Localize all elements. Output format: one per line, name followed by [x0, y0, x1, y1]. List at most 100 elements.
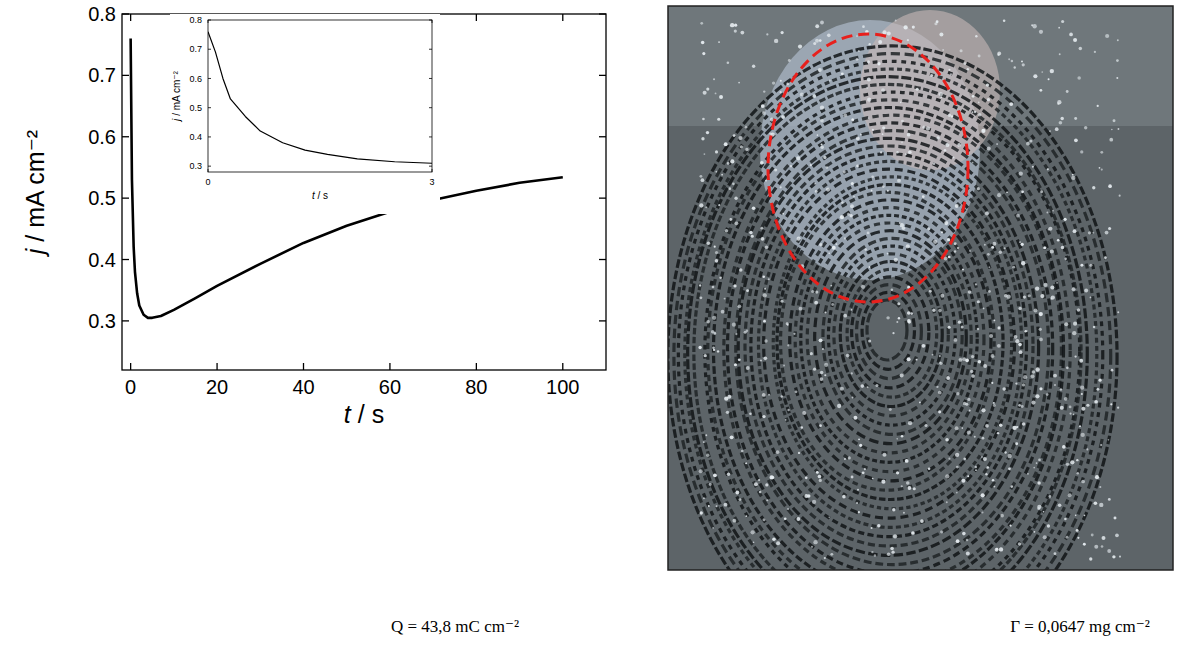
speckle	[936, 136, 939, 139]
speckle	[901, 120, 904, 123]
speckle	[782, 213, 784, 215]
speckle	[706, 320, 710, 324]
speckle	[828, 516, 830, 518]
speckle	[882, 126, 885, 129]
speckle	[769, 475, 773, 479]
speckle	[940, 96, 942, 98]
speckle	[831, 303, 834, 306]
speckle	[1048, 228, 1050, 230]
speckle	[996, 548, 999, 551]
speckle	[958, 358, 962, 362]
speckle	[881, 88, 885, 92]
speckle	[1000, 514, 1004, 518]
speckle	[991, 354, 995, 358]
speckle	[769, 132, 771, 134]
speckle	[939, 355, 941, 357]
speckle	[1064, 218, 1067, 221]
speckle	[1071, 176, 1075, 180]
speckle	[938, 309, 942, 313]
speckle	[849, 214, 852, 217]
speckle	[1052, 210, 1054, 212]
speckle	[985, 424, 989, 428]
y-tick-label: 0.6	[189, 74, 202, 84]
speckle	[856, 137, 860, 141]
speckle	[812, 94, 816, 98]
speckle	[858, 511, 860, 513]
y-tick	[208, 20, 211, 21]
speckle	[815, 39, 819, 43]
speckle	[1021, 190, 1024, 193]
ridge	[727, 123, 1052, 570]
speckle	[1117, 311, 1119, 313]
speckle	[902, 227, 905, 230]
speckle	[715, 150, 718, 153]
speckle	[784, 517, 787, 520]
x-axis-title: t / s	[312, 190, 328, 201]
speckle	[977, 328, 980, 331]
speckle	[1028, 294, 1031, 297]
speckle	[713, 349, 715, 351]
speckle	[1009, 525, 1011, 527]
y-tick	[208, 49, 211, 50]
y-tick	[429, 78, 432, 79]
speckle	[985, 473, 987, 475]
speckle	[922, 195, 925, 198]
speckle	[750, 530, 754, 534]
speckle	[1021, 60, 1023, 62]
speckle	[793, 333, 795, 335]
ridge	[773, 177, 1011, 509]
speckle	[764, 339, 767, 342]
speckle	[1076, 472, 1079, 475]
speckle	[907, 39, 909, 41]
speckle	[772, 81, 775, 84]
speckle	[1043, 535, 1047, 539]
speckle	[810, 164, 812, 166]
speckle	[903, 25, 907, 29]
speckle	[1021, 261, 1025, 265]
speckle	[962, 532, 966, 536]
ridge	[738, 138, 1038, 555]
speckle	[796, 517, 800, 521]
speckle	[851, 118, 854, 121]
speckle	[939, 362, 942, 365]
ridge	[668, 46, 1117, 570]
speckle	[927, 227, 930, 230]
speckle	[866, 386, 868, 388]
speckle	[1047, 168, 1049, 170]
y-tick	[208, 107, 211, 108]
speckle	[745, 126, 748, 129]
speckle	[701, 41, 705, 45]
speckle	[1092, 186, 1095, 189]
speckle	[706, 131, 709, 134]
ridge	[790, 200, 991, 481]
speckle	[759, 491, 762, 494]
speckle	[1101, 169, 1103, 171]
speckle	[819, 39, 822, 42]
speckle	[1059, 121, 1063, 125]
speckle	[1073, 413, 1075, 415]
speckle	[1091, 534, 1094, 537]
y-tick	[122, 197, 129, 198]
speckle	[895, 20, 897, 22]
x-tick	[432, 169, 433, 172]
speckle	[882, 185, 885, 188]
speckle	[999, 547, 1003, 551]
speckle	[735, 333, 737, 335]
speckle	[1111, 369, 1114, 372]
speckle	[824, 311, 826, 313]
speckle	[814, 301, 818, 305]
speckle	[968, 290, 972, 294]
speckle	[1076, 459, 1078, 461]
speckle	[971, 374, 975, 378]
speckle	[763, 518, 766, 521]
speckle	[938, 410, 941, 413]
caption: Γ = 0,0647 mg cm⁻²	[1010, 617, 1150, 636]
speckle	[981, 493, 985, 497]
speckle	[761, 104, 765, 108]
speckle	[813, 42, 816, 45]
speckle	[796, 156, 800, 160]
speckle	[896, 321, 898, 323]
speckle	[999, 251, 1002, 254]
speckle	[936, 386, 938, 388]
speckle	[1031, 24, 1033, 26]
